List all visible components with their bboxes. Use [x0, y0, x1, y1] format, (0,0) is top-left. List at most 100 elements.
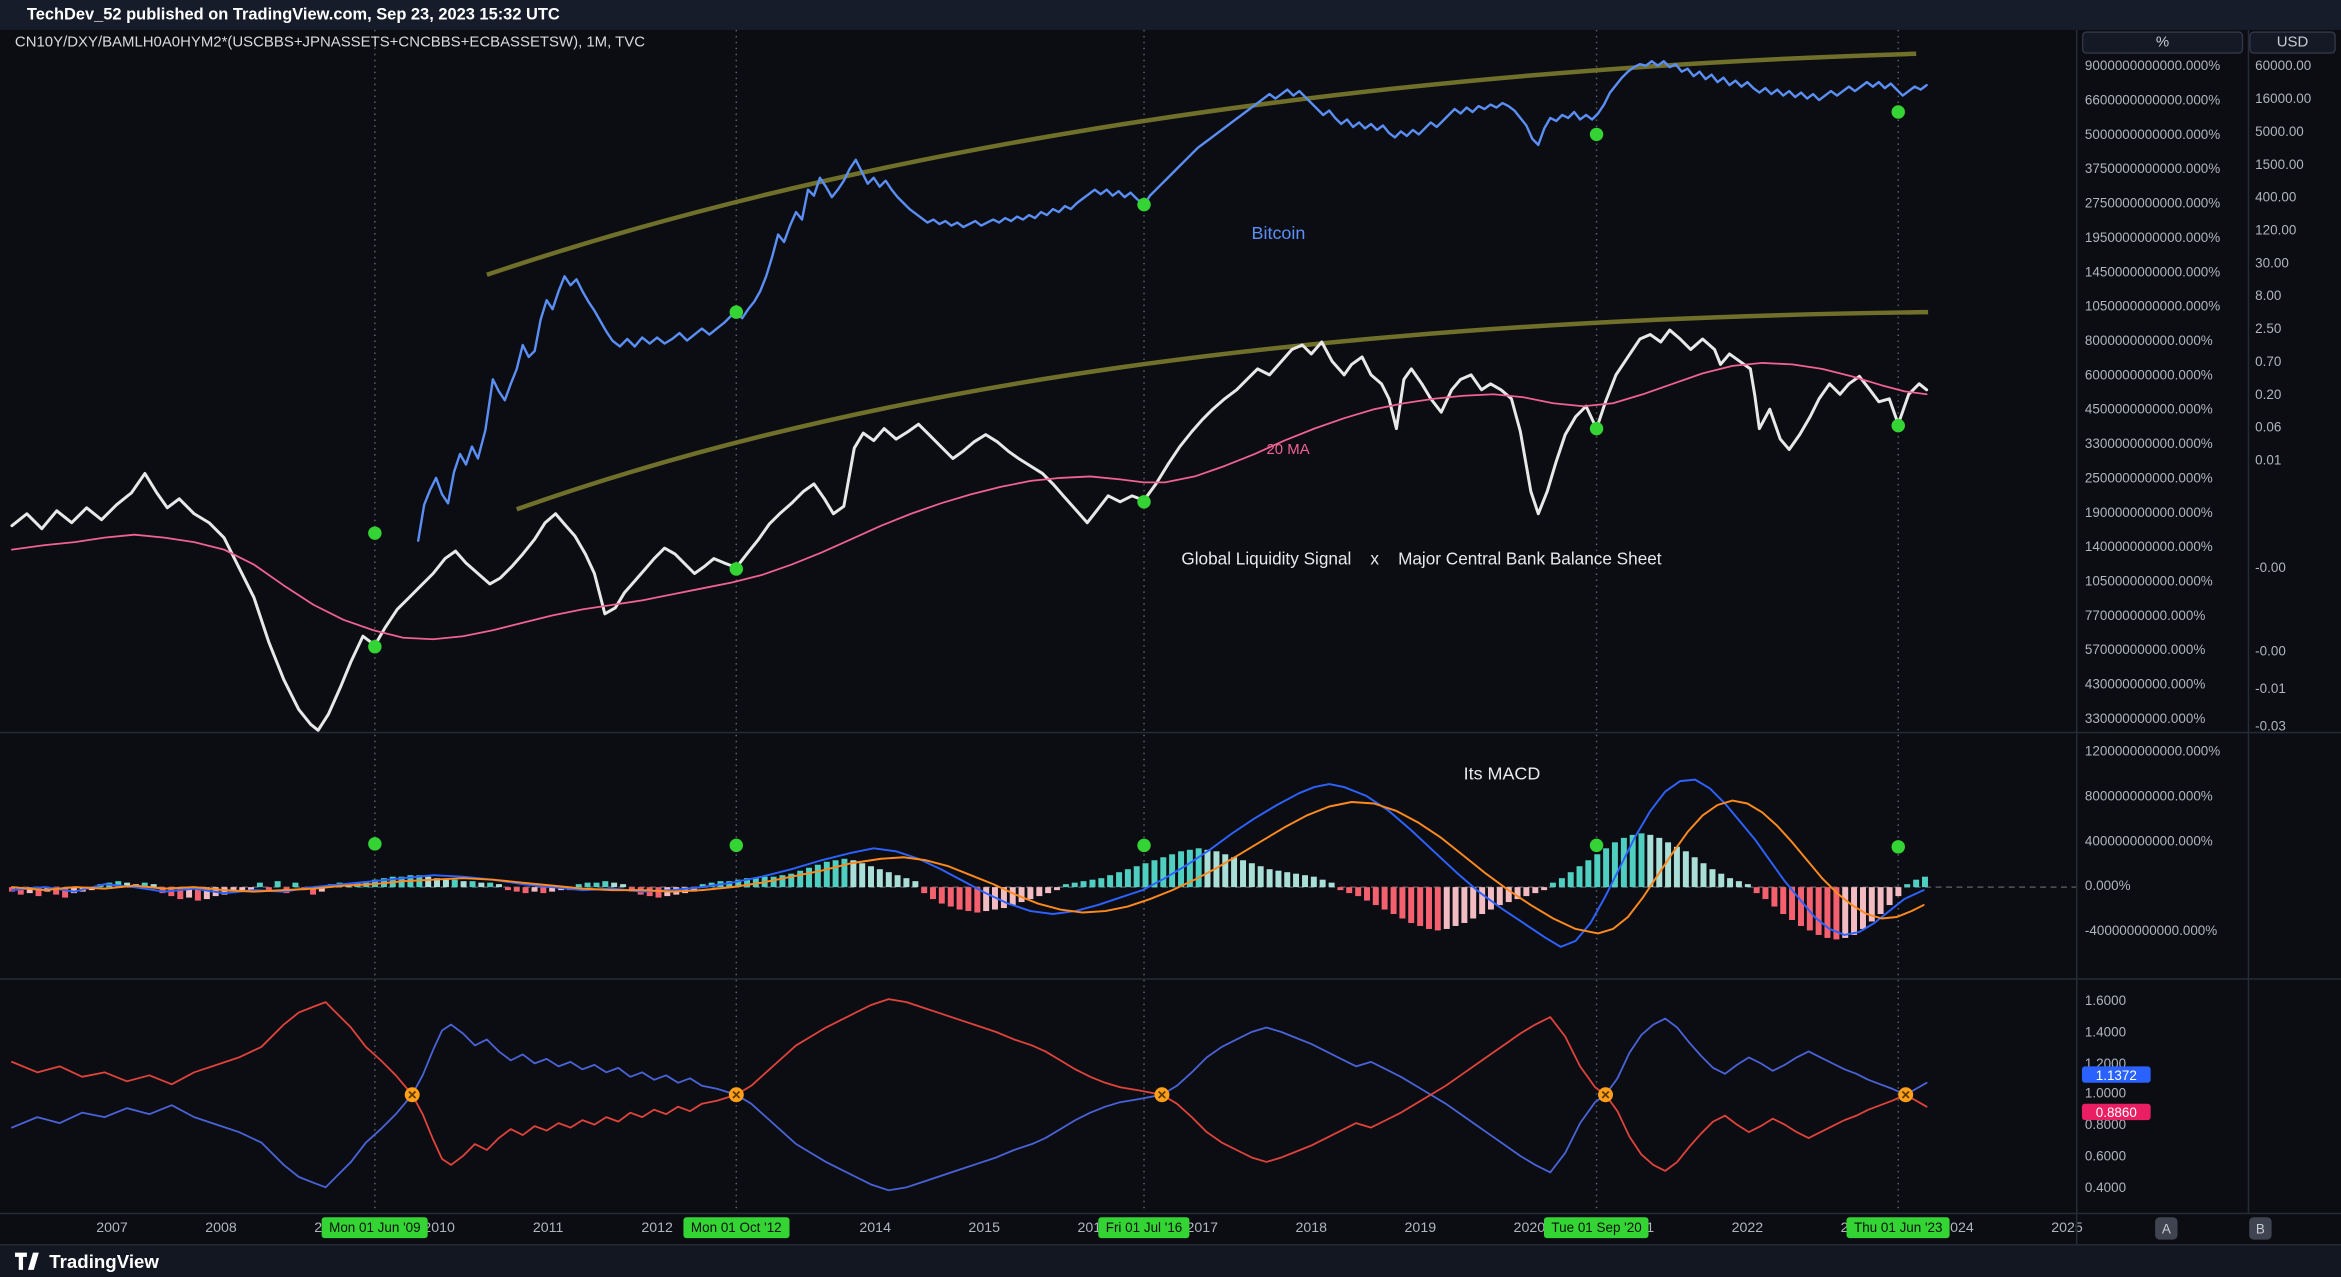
signal-dot: [1589, 838, 1604, 853]
macd-hist-bar: [947, 887, 954, 907]
macd-hist-bar: [735, 879, 742, 888]
macd-hist-bar: [1222, 854, 1229, 888]
macd-hist-bar: [203, 887, 210, 900]
macd-hist-bar: [1549, 882, 1556, 888]
usd-axis-tick: 16000.00: [2255, 91, 2312, 107]
usd-price-scale[interactable]: 60000.00 16000.00 5000.00 1500.00 400.00 120.…: [2255, 0, 2339, 1244]
macd-hist-bar: [1381, 887, 1388, 910]
macd-hist-bar: [265, 887, 272, 892]
macd-hist-bar: [974, 887, 981, 913]
macd-hist-bar: [788, 873, 795, 888]
percent-axis-tick: 105000000000.000%: [2084, 573, 2213, 589]
percent-axis-tick: -400000000000.000%: [2084, 922, 2218, 938]
usd-axis-tick: -0.01: [2255, 681, 2286, 696]
osc-red-value-badge: 0.8860: [2081, 1103, 2151, 1121]
macd-hist-bar: [194, 887, 201, 901]
macd-hist-bar: [1089, 879, 1096, 888]
macd-hist-bar: [70, 887, 77, 894]
macd-hist-bar: [274, 881, 281, 888]
macd-hist-bar: [797, 870, 804, 888]
macd-hist-bar: [1169, 854, 1176, 888]
macd-hist-bar: [859, 863, 866, 888]
macd-hist-bar: [602, 881, 609, 888]
macd-hist-bar: [1576, 866, 1583, 888]
macd-hist-bar: [434, 878, 440, 888]
pane-separator-oscillator[interactable]: [0, 978, 2341, 980]
macd-hist-bar: [1461, 887, 1468, 923]
macd-hist-bar: [850, 860, 857, 888]
macd-hist-bar: [1496, 887, 1503, 906]
macd-hist-bar: [1558, 878, 1565, 888]
macd-hist-bar: [540, 887, 547, 894]
macd-hist-bar: [1337, 887, 1344, 891]
event-date-flag: Mon 01 Jun '09: [321, 1217, 429, 1239]
usd-scale-button[interactable]: USD: [2249, 31, 2336, 54]
macd-hist-bar: [1257, 866, 1264, 888]
percent-price-scale[interactable]: 9000000000000.000% 6600000000000.000% 5000…: [2085, 0, 2243, 1244]
percent-axis-tick: 1.4000: [2084, 1024, 2127, 1040]
macd-hist-bar: [1851, 887, 1858, 935]
macd-hist-bar: [1053, 887, 1060, 891]
time-axis-separator: [0, 1212, 2341, 1215]
macd-hist-bar: [1771, 887, 1778, 907]
osc-blue-value-badge: 1.1372: [2081, 1066, 2151, 1083]
macd-hist-bar: [1027, 887, 1034, 900]
macd-hist-bar: [1434, 887, 1441, 931]
tradingview-brand[interactable]: TradingView: [49, 1250, 159, 1272]
crossover-marker-x: [732, 1090, 741, 1099]
macd-hist-bar: [584, 882, 591, 888]
macd-hist-bar: [823, 861, 830, 888]
macd-hist-bar: [513, 887, 520, 892]
macd-hist-bar: [1098, 878, 1105, 888]
macd-hist-bar: [1116, 872, 1123, 888]
year-tick: 2024: [1942, 1220, 1974, 1237]
macd-hist-bar: [1913, 879, 1920, 888]
percent-axis-tick: 57000000000.000%: [2084, 642, 2206, 658]
usd-axis-tick: 400.00: [2255, 189, 2297, 205]
auto-scale-badge[interactable]: A: [2155, 1217, 2178, 1240]
macd-hist-bar: [460, 881, 467, 888]
macd-hist-bar: [1789, 887, 1796, 920]
time-axis[interactable]: 2007200820092010201120122013201420152016…: [0, 1213, 2341, 1244]
macd-hist-bar: [1735, 881, 1742, 888]
liquidity-label: Global Liquidity Signal x Major Central …: [1181, 551, 1662, 570]
year-tick: 2007: [96, 1220, 128, 1237]
pane-separator-macd[interactable]: [0, 731, 2341, 734]
signal-dot: [368, 837, 382, 851]
percent-axis-tick: 250000000000.000%: [2084, 470, 2213, 486]
year-tick: 2017: [1186, 1220, 1219, 1237]
macd-hist-bar: [1762, 887, 1769, 900]
percent-axis-tick: 1950000000000.000%: [2084, 229, 2221, 245]
macd-hist-bar: [1656, 837, 1663, 888]
percent-axis-tick: 0.4000: [2084, 1179, 2127, 1195]
percent-axis-tick: 0.8000: [2084, 1117, 2127, 1133]
macd-hist-bar: [921, 887, 928, 894]
macd-hist-bar: [1204, 849, 1211, 888]
tradingview-logo-icon[interactable]: [14, 1252, 39, 1271]
macd-hist-bar: [1195, 848, 1202, 888]
macd-hist-bar: [1647, 834, 1654, 888]
signal-dot: [368, 639, 382, 654]
macd-hist-bar: [611, 882, 618, 888]
macd-hist-bar: [1275, 870, 1282, 888]
event-date-flag: Fri 01 Jul '16: [1098, 1217, 1190, 1239]
macd-hist-bar: [1673, 846, 1680, 888]
percent-axis-tick: 5000000000000.000%: [2084, 126, 2221, 142]
macd-hist-bar: [1585, 860, 1592, 888]
year-tick: 2011: [532, 1220, 564, 1237]
publish-info: TechDev_52 published on TradingView.com,…: [26, 5, 560, 24]
macd-hist-bar: [876, 869, 883, 888]
macd-hist-bar: [1071, 882, 1078, 888]
log-scale-badge[interactable]: B: [2249, 1217, 2272, 1240]
macd-hist-bar: [1744, 884, 1751, 888]
percent-scale-button[interactable]: %: [2081, 31, 2244, 54]
symbol-title: CN10Y/DXY/BAMLH0A0HYM2*(USCBBS+JPNASSETS…: [14, 34, 646, 51]
signal-dot: [729, 305, 744, 319]
usd-axis-tick: 8.00: [2255, 288, 2282, 304]
crossover-marker-x: [1601, 1090, 1610, 1099]
percent-axis-tick: 9000000000000.000%: [2084, 58, 2221, 74]
usd-axis-tick: 0.70: [2255, 353, 2282, 369]
macd-hist-bar: [62, 887, 69, 898]
macd-hist-bar: [1815, 887, 1822, 935]
